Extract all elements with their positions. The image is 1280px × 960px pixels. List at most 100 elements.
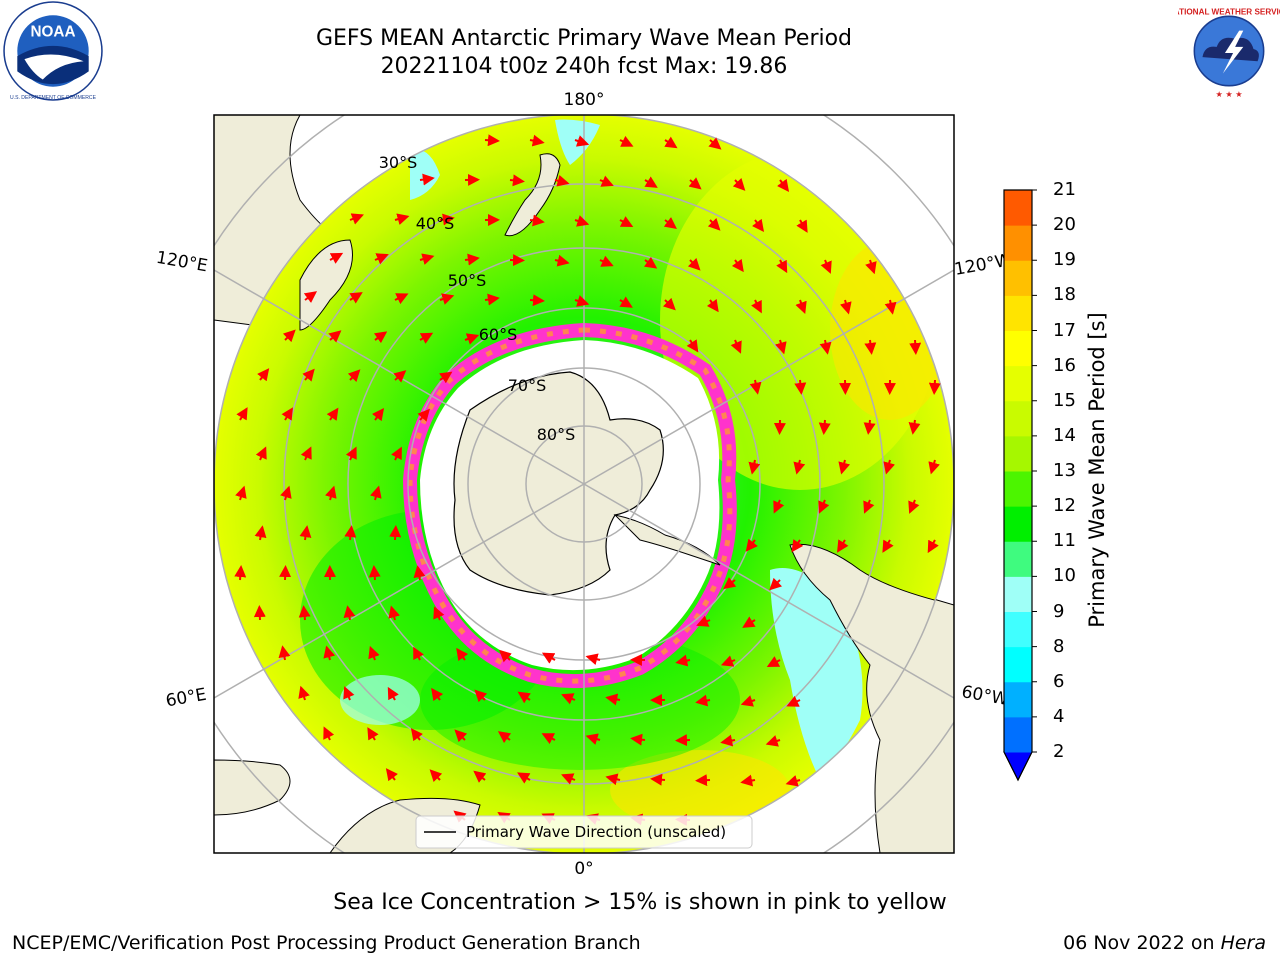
wave-direction-arrow: [367, 727, 379, 741]
svg-text:NATIONAL WEATHER SERVICE: NATIONAL WEATHER SERVICE: [1178, 7, 1280, 16]
wave-direction-arrow: [775, 339, 787, 355]
wave-direction-arrow: [410, 728, 423, 742]
wave-direction-arrow: [643, 256, 658, 269]
colorbar-tick-label: 17: [1053, 319, 1076, 341]
wave-direction-arrow: [908, 419, 921, 435]
wave-direction-arrow: [675, 654, 691, 667]
colorbar-segment: [1004, 506, 1032, 542]
wave-direction-arrow: [561, 693, 576, 705]
wave-direction-arrow: [279, 565, 292, 581]
wave-direction-arrow: [786, 695, 801, 707]
wave-direction-arrow: [574, 135, 590, 147]
colorbar: [1003, 189, 1037, 782]
colorbar-frame: [1003, 189, 1033, 782]
colorbar-segment: [1004, 330, 1032, 367]
colorbar-tick-label: 9: [1053, 600, 1065, 622]
wave-direction-arrow: [391, 446, 402, 461]
wave-direction-arrow: [302, 368, 315, 382]
lat-label-80s: 80°S: [537, 425, 576, 444]
wave-direction-arrow: [368, 645, 380, 661]
wave-direction-arrow: [706, 298, 719, 313]
footer-credit: NCEP/EMC/Verification Post Processing Pr…: [12, 932, 641, 954]
colorbar-tick-label: 13: [1053, 460, 1076, 481]
wave-direction-arrow: [529, 294, 545, 307]
wave-direction-arrow: [687, 257, 701, 271]
wave-direction-arrow: [927, 539, 939, 554]
wave-direction-arrow: [909, 339, 922, 355]
wave-direction-arrow: [343, 605, 356, 621]
wave-direction-arrow: [688, 177, 702, 190]
wave-direction-arrow: [883, 459, 895, 475]
lon-label-120e: 120°E: [155, 248, 209, 277]
wave-direction-arrow: [695, 774, 711, 787]
wave-direction-arrow: [720, 655, 736, 667]
wave-direction-arrow: [529, 134, 545, 147]
wave-direction-arrow: [723, 577, 737, 590]
wave-direction-arrow: [644, 176, 658, 188]
wave-direction-arrow: [374, 253, 389, 265]
wave-direction-arrow: [748, 459, 761, 475]
wave-direction-arrow: [419, 332, 434, 344]
wave-direction-arrow: [529, 214, 545, 227]
wave-direction-arrow: [298, 605, 311, 621]
wave-direction-arrow: [541, 733, 556, 745]
wave-direction-arrow: [928, 459, 940, 475]
wave-direction-arrow: [385, 768, 398, 782]
wave-direction-arrow: [695, 694, 711, 707]
colorbar-label: Primary Wave Mean Period [s]: [1085, 312, 1109, 628]
wave-direction-arrow: [439, 213, 455, 226]
wave-direction-arrow: [619, 135, 634, 147]
wave-direction-arrow: [473, 770, 487, 783]
wave-direction-arrow: [389, 525, 402, 541]
wave-direction-arrow: [793, 459, 806, 475]
wave-direction-arrow: [585, 653, 601, 666]
wave-direction-arrow: [433, 606, 445, 621]
wave-direction-arrow: [863, 499, 875, 514]
wave-direction-arrow: [619, 216, 634, 228]
wave-direction-arrow: [439, 371, 453, 384]
wave-direction-arrow: [675, 734, 691, 747]
wave-direction-arrow: [863, 419, 876, 435]
wave-direction-arrow: [372, 408, 385, 422]
antarctic-peninsula: [613, 514, 721, 566]
wave-direction-arrow: [765, 735, 781, 747]
wave-direction-arrow: [585, 733, 601, 745]
colorbar-segment: [1004, 190, 1032, 226]
wave-direction-arrow: [431, 687, 444, 702]
wave-direction-arrow: [696, 615, 711, 627]
wave-direction-arrow: [413, 646, 424, 661]
wave-direction-arrow: [349, 213, 364, 225]
colorbar-segment: [1004, 576, 1032, 612]
wave-direction-arrow: [908, 499, 920, 514]
wave-direction-arrow: [541, 652, 556, 664]
wave-direction-arrow: [517, 772, 531, 784]
madagascar-landmass: [214, 759, 291, 816]
wave-direction-arrow: [838, 459, 851, 475]
wave-direction-arrow: [708, 137, 722, 150]
colorbar-segment: [1004, 716, 1032, 753]
wave-direction-arrow: [751, 299, 762, 314]
wave-direction-arrow: [664, 136, 678, 149]
wave-direction-arrow: [325, 485, 337, 501]
footer-date-text: 06 Nov 2022 on: [1063, 932, 1215, 954]
wave-direction-arrow: [235, 485, 247, 501]
wave-direction-arrow: [419, 253, 435, 265]
wave-direction-arrow: [344, 525, 357, 541]
map-frame: [213, 114, 955, 854]
wave-direction-arrow: [323, 726, 335, 741]
colorbar-segment: [1004, 295, 1032, 331]
wave-direction-arrow: [773, 499, 785, 514]
wave-direction-arrow: [650, 773, 666, 786]
wave-direction-arrow: [345, 446, 357, 461]
wave-direction-arrow: [413, 565, 426, 581]
wave-direction-arrow: [394, 293, 409, 305]
colorbar-tick-label: 10: [1053, 565, 1076, 587]
colorbar-tick-label: 20: [1053, 214, 1076, 236]
wave-direction-arrow: [777, 178, 790, 192]
wave-direction-arrow: [574, 295, 590, 307]
colorbar-segment: [1004, 681, 1032, 718]
lon-label-60w: 60°W: [960, 682, 1010, 710]
wave-direction-arrow: [299, 525, 312, 541]
chart-title-line1: GEFS MEAN Antarctic Primary Wave Mean Pe…: [315, 26, 853, 51]
wave-direction-arrow: [347, 369, 361, 383]
